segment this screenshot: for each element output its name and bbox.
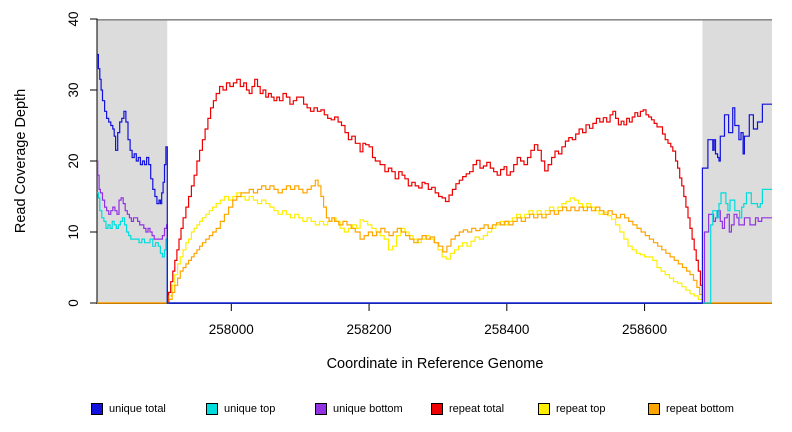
y-axis-title: Read Coverage Depth xyxy=(13,89,29,233)
shaded-region-1 xyxy=(702,19,772,304)
series-repeat-total xyxy=(97,78,772,304)
series-repeat-bottom xyxy=(97,179,772,304)
legend-item-repeat-total: repeat total xyxy=(431,402,504,416)
x-tick-label: 258000 xyxy=(209,322,254,337)
legend-swatch-icon xyxy=(648,403,660,415)
legend-label: repeat bottom xyxy=(666,403,734,415)
series-group xyxy=(97,53,772,304)
x-tick-label: 258200 xyxy=(347,322,392,337)
y-tick-label: 20 xyxy=(66,153,81,168)
series-unique-total xyxy=(97,53,772,304)
series-unique-bottom xyxy=(97,160,772,304)
legend: unique total unique top unique bottom repea… xyxy=(0,401,792,419)
x-axis-title: Coordinate in Reference Genome xyxy=(327,356,544,372)
series-repeat-top xyxy=(97,192,772,304)
series-unique-top xyxy=(97,188,772,304)
shaded-region-group xyxy=(97,18,772,304)
legend-swatch-icon xyxy=(538,403,550,415)
plot-area: 0 10 20 30 40 258000 258200 258400 258600 Coordi… xyxy=(13,11,772,372)
legend-item-unique-total: unique total xyxy=(91,402,166,416)
legend-label: repeat top xyxy=(556,403,606,415)
legend-item-repeat-bottom: repeat bottom xyxy=(648,402,734,416)
y-tick-label: 0 xyxy=(66,299,81,307)
shaded-region-0 xyxy=(97,19,168,304)
legend-label: repeat total xyxy=(449,403,505,415)
legend-label: unique bottom xyxy=(333,403,403,415)
legend-item-repeat-top: repeat top xyxy=(538,402,606,416)
legend-item-unique-top: unique top xyxy=(206,402,275,416)
legend-label: unique total xyxy=(109,403,166,415)
x-tick-label: 258600 xyxy=(622,322,667,337)
legend-item-unique-bottom: unique bottom xyxy=(315,402,403,416)
y-tick-label: 30 xyxy=(66,82,81,97)
legend-swatch-icon xyxy=(206,403,218,415)
x-tick-label: 258400 xyxy=(484,322,529,337)
legend-label: unique top xyxy=(224,403,276,415)
legend-swatch-icon xyxy=(91,403,103,415)
y-tick-label: 10 xyxy=(66,224,81,239)
y-tick-label: 40 xyxy=(66,11,81,26)
legend-swatch-icon xyxy=(315,403,327,415)
legend-swatch-icon xyxy=(431,403,443,415)
